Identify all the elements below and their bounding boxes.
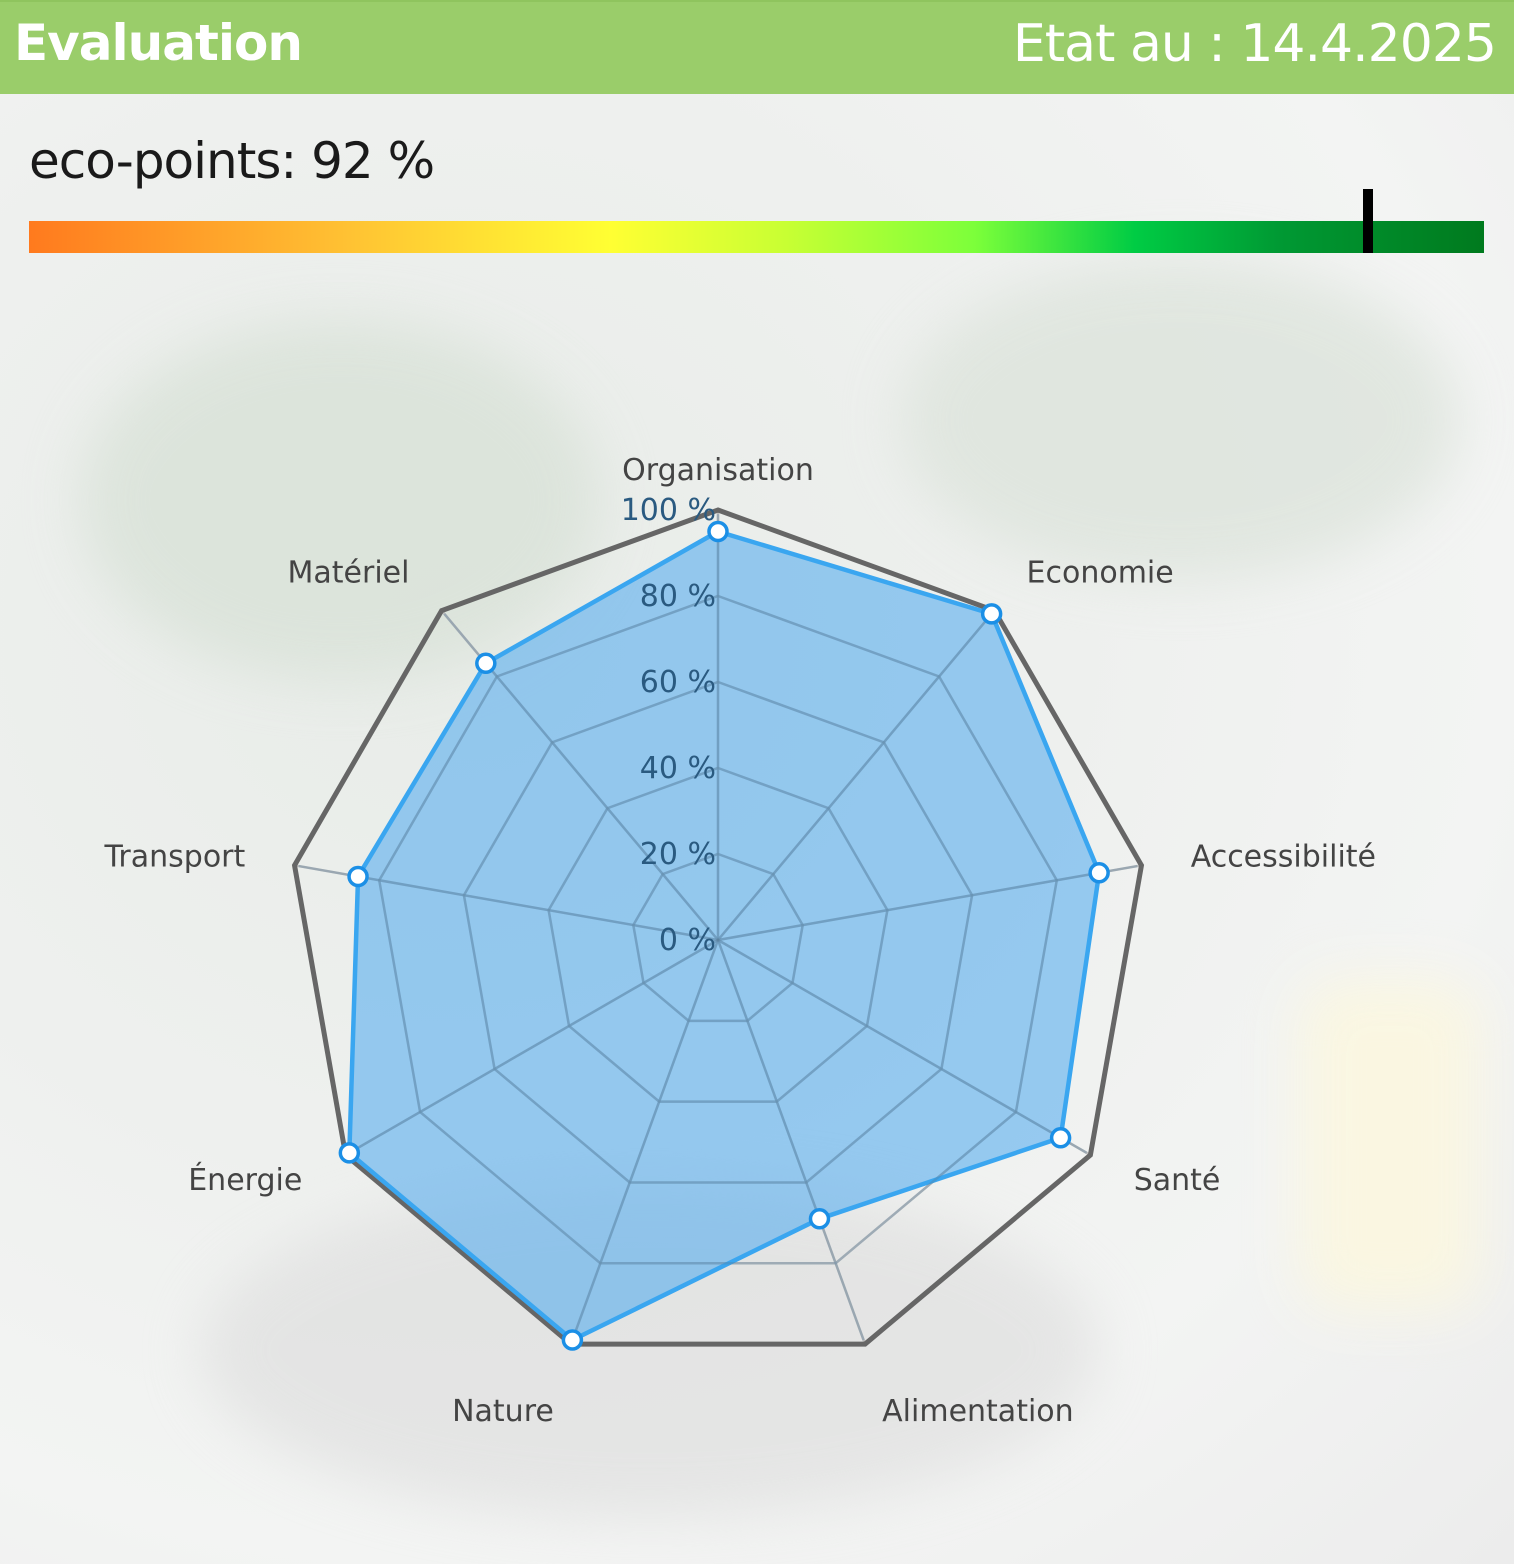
radar-point [980,603,1003,625]
radar-category-label: Alimentation [882,1394,1074,1429]
radial-tick-label: 0 % [659,923,716,958]
radar-grid-overlay [631,852,805,1023]
background-shade [900,260,1460,580]
radial-tick-label: 60 % [640,665,716,700]
radar-category-label: Santé [1134,1163,1221,1198]
status-date: Etat au : 14.4.2025 [1012,14,1497,74]
radar-outer-ring [291,507,1145,1347]
radar-point [707,520,729,543]
radar-category-label: Economie [1027,555,1174,590]
background-shade [80,320,600,680]
eco-points-marker [1362,189,1373,253]
radar-spoke-overlay [348,938,719,1154]
radar-point [1049,1127,1072,1149]
radial-tick-label: 20 % [640,837,716,872]
radial-tick-label: 40 % [640,751,716,786]
radar-category-label: Accessibilité [1191,840,1376,875]
header-bar: Evaluation Etat au : 14.4.2025 [0,0,1514,94]
radar-point [347,865,369,888]
radar-point [808,1208,831,1230]
radar-point [475,652,497,675]
page-title: Evaluation [14,14,303,72]
radar-spoke-overlay [717,613,993,941]
radar-category-label: Matériel [288,555,410,590]
eco-points-gradient-bar [29,221,1484,253]
radial-tick-label: 100 % [621,493,716,528]
radial-tick-label: 80 % [640,579,716,614]
eco-points-label: eco-points: 92 % [29,132,435,190]
radar-category-label: Énergie [188,1162,302,1198]
radar-point [1088,862,1110,884]
radar-category-label: Organisation [622,453,814,488]
radar-spoke-overlay [717,938,1088,1154]
radar-point [561,1329,584,1351]
radar-spoke-overlay [717,864,1138,942]
radar-category-label: Transport [104,840,246,875]
radar-grid-overlay [547,766,889,1103]
radar-spoke-overlay [716,939,865,1341]
radar-spoke-overlay [571,939,720,1341]
radar-grid-overlay [377,594,1059,1265]
radar-point [338,1142,361,1164]
radar-series-area [347,529,1102,1343]
radar-grid-overlay [462,680,974,1184]
radar-category-label: Nature [452,1394,554,1429]
background-shade [1300,980,1480,1310]
